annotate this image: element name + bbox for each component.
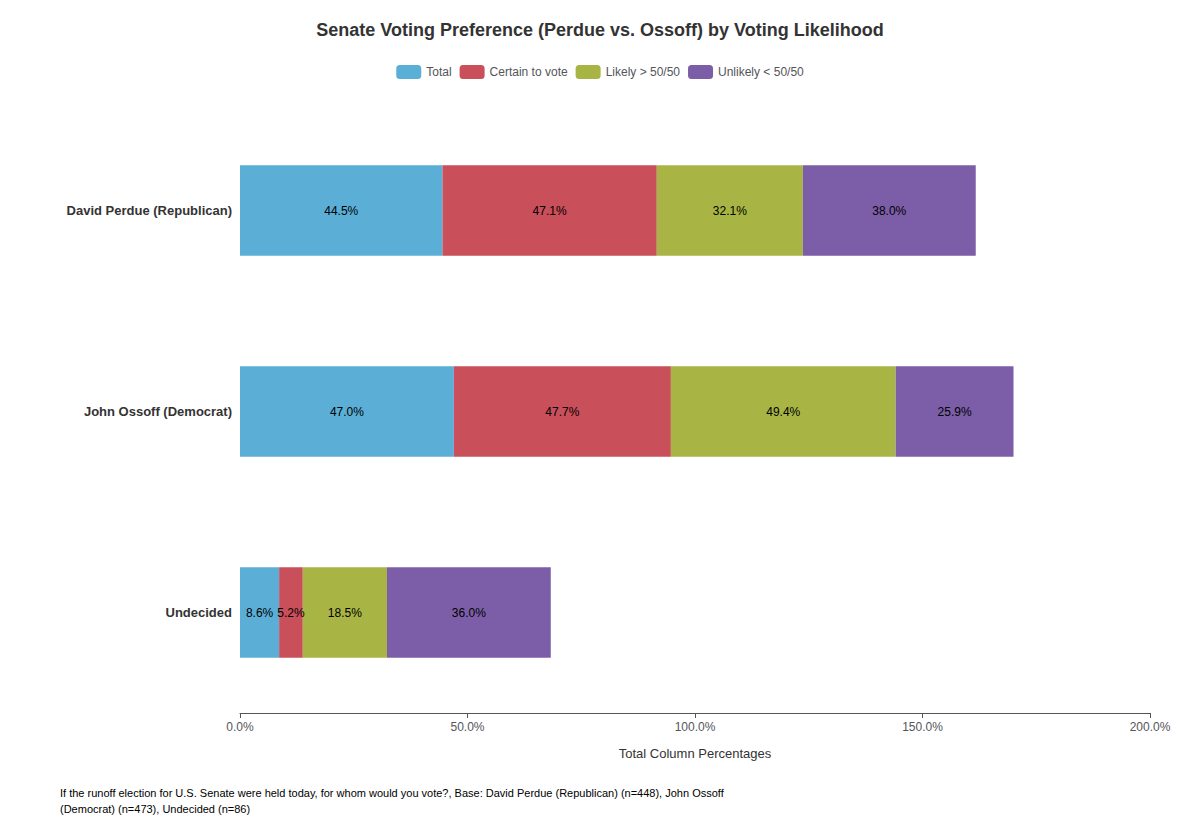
- svg-text:Certain to vote: Certain to vote: [490, 65, 568, 79]
- svg-text:18.5%: 18.5%: [328, 606, 362, 620]
- svg-text:0.0%: 0.0%: [226, 720, 254, 734]
- svg-text:36.0%: 36.0%: [452, 606, 486, 620]
- svg-text:(Democrat) (n=473), Undecided: (Democrat) (n=473), Undecided (n=86): [60, 803, 250, 815]
- svg-text:Senate Voting Preference (Perd: Senate Voting Preference (Perdue vs. Oss…: [316, 20, 883, 40]
- svg-text:Unlikely < 50/50: Unlikely < 50/50: [718, 65, 804, 79]
- svg-text:Total Column Percentages: Total Column Percentages: [619, 746, 772, 761]
- svg-text:47.1%: 47.1%: [533, 204, 567, 218]
- svg-text:Undecided: Undecided: [166, 605, 233, 620]
- svg-text:5.2%: 5.2%: [277, 606, 305, 620]
- svg-text:49.4%: 49.4%: [766, 405, 800, 419]
- svg-text:100.0%: 100.0%: [675, 720, 716, 734]
- svg-text:John Ossoff (Democrat): John Ossoff (Democrat): [84, 404, 232, 419]
- svg-text:47.7%: 47.7%: [545, 405, 579, 419]
- svg-text:Likely > 50/50: Likely > 50/50: [606, 65, 681, 79]
- svg-text:Total: Total: [426, 65, 451, 79]
- svg-text:8.6%: 8.6%: [246, 606, 274, 620]
- svg-text:If the runoff election for U.S: If the runoff election for U.S. Senate w…: [60, 787, 725, 799]
- svg-text:200.0%: 200.0%: [1130, 720, 1171, 734]
- svg-text:50.0%: 50.0%: [450, 720, 484, 734]
- svg-text:David Perdue (Republican): David Perdue (Republican): [67, 203, 232, 218]
- svg-text:38.0%: 38.0%: [872, 204, 906, 218]
- svg-text:25.9%: 25.9%: [938, 405, 972, 419]
- svg-text:32.1%: 32.1%: [713, 204, 747, 218]
- svg-text:47.0%: 47.0%: [330, 405, 364, 419]
- svg-text:150.0%: 150.0%: [902, 720, 943, 734]
- svg-text:44.5%: 44.5%: [324, 204, 358, 218]
